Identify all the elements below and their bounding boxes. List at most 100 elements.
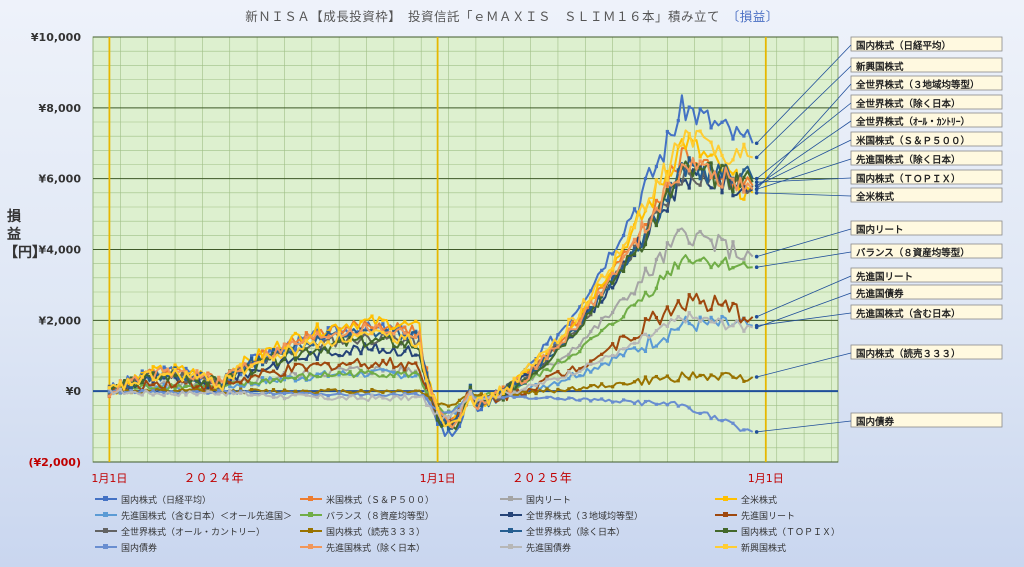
series-marker: [239, 373, 243, 377]
series-marker: [315, 375, 319, 379]
series-marker: [359, 332, 363, 336]
series-marker: [589, 384, 593, 388]
callout-arrowhead: [754, 176, 759, 181]
series-marker: [589, 329, 593, 334]
series-marker: [446, 404, 451, 408]
series-marker: [293, 348, 297, 352]
series-marker: [611, 322, 615, 326]
legend-label: 全世界株式（３地域均等型）: [526, 511, 644, 522]
series-marker: [271, 393, 276, 397]
series-marker: [228, 378, 232, 382]
legend-label: 先進国株式（含む日本）＜オール先進国＞: [121, 511, 293, 522]
callout-box: [850, 243, 1003, 259]
callout-label: 全米株式: [855, 191, 895, 203]
series-marker: [315, 395, 319, 399]
series-marker: [348, 372, 352, 376]
series-marker: [282, 375, 287, 380]
series-marker: [501, 385, 505, 389]
series-marker: [403, 320, 407, 324]
series-marker: [315, 391, 319, 395]
series-marker: [731, 324, 735, 328]
series-marker: [523, 387, 527, 391]
callout-arrowhead: [754, 323, 759, 328]
series-marker: [370, 340, 374, 344]
series-marker: [446, 422, 451, 426]
series-marker: [654, 198, 658, 203]
series-marker: [457, 418, 462, 422]
series-marker: [457, 404, 462, 408]
series-marker: [359, 394, 363, 398]
series-marker: [589, 359, 593, 363]
series-marker: [611, 353, 615, 358]
series-marker: [195, 388, 199, 392]
series-marker: [403, 345, 407, 349]
legend-swatch: [500, 528, 522, 533]
series-marker: [107, 394, 112, 398]
legend-entry: 全米株式: [715, 492, 777, 506]
callout-arrowhead: [754, 141, 759, 146]
series-marker: [370, 329, 374, 333]
series-marker: [578, 367, 582, 371]
series-marker: [742, 185, 746, 189]
y-tick-label: (¥2,000): [28, 456, 81, 469]
callout-box: [850, 344, 1003, 360]
series-marker: [392, 329, 396, 334]
callout-box: [850, 94, 1003, 110]
callout-arrowhead: [754, 430, 759, 434]
series-marker: [600, 293, 604, 297]
series-marker: [665, 339, 669, 343]
series-marker: [676, 379, 680, 383]
callout-leader: [756, 120, 852, 187]
series-marker: [304, 377, 308, 381]
series-marker: [720, 191, 724, 195]
series-marker: [698, 373, 702, 377]
series-marker: [643, 230, 648, 234]
series-marker: [228, 388, 232, 392]
series-marker: [381, 394, 385, 398]
series-marker: [381, 396, 385, 400]
legend-marker: [508, 544, 513, 549]
legend-swatch: [95, 496, 117, 501]
series-marker: [742, 142, 746, 146]
series-marker: [512, 390, 516, 394]
series-marker: [392, 395, 396, 399]
series-marker: [600, 352, 604, 356]
series-marker: [282, 396, 287, 401]
series-marker: [720, 303, 724, 307]
series-marker: [709, 416, 713, 421]
series-marker: [250, 372, 254, 376]
series-marker: [534, 366, 538, 370]
series-marker: [370, 348, 374, 352]
series-marker: [359, 329, 363, 333]
series-marker: [742, 257, 746, 261]
legend-label: 国内株式（読売３３３）: [326, 527, 426, 538]
legend-marker: [508, 528, 513, 533]
series-marker: [621, 334, 626, 338]
callout-label: 新興国株式: [856, 61, 904, 73]
series-marker: [337, 391, 341, 395]
legend-marker: [308, 528, 313, 533]
series-marker: [621, 262, 626, 266]
series-marker: [698, 155, 702, 159]
y-tick-label: ¥6,000: [39, 173, 82, 186]
series-marker: [545, 349, 549, 353]
series-marker: [632, 244, 637, 248]
series-marker: [260, 359, 265, 364]
legend-swatch: [300, 512, 322, 517]
callout-box: [850, 57, 1003, 73]
series-marker: [315, 335, 319, 339]
series-marker: [731, 266, 735, 270]
series-marker: [709, 238, 713, 242]
series-marker: [643, 349, 648, 353]
series-marker: [348, 366, 352, 370]
series-marker: [250, 356, 254, 360]
series-marker: [118, 391, 122, 395]
callout-arrowhead: [754, 155, 759, 160]
series-marker: [315, 328, 319, 332]
series-marker: [228, 369, 232, 373]
series-marker: [687, 377, 691, 381]
series-marker: [676, 404, 680, 408]
series-marker: [173, 387, 177, 391]
series-marker: [425, 379, 429, 383]
